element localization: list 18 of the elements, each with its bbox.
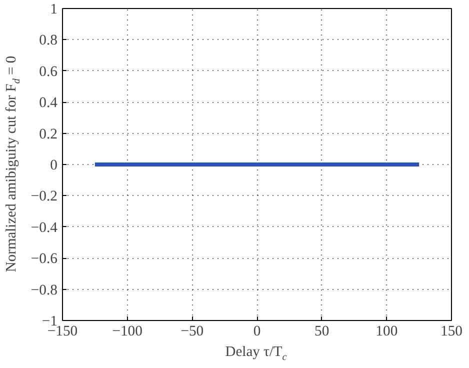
- x-tick-label: 0: [253, 324, 261, 340]
- x-tick-label: −100: [112, 324, 142, 340]
- y-tick-label: −0.8: [30, 282, 58, 298]
- y-tick-label: 0.2: [39, 126, 58, 142]
- y-tick-label: 0.4: [39, 95, 58, 112]
- y-tick-label: −0.2: [30, 188, 58, 205]
- y-tick-label: 0: [50, 158, 58, 174]
- y-tick-label: −1: [42, 314, 58, 330]
- y-tick-label: 1: [50, 2, 58, 18]
- y-tick-label: 0.6: [39, 64, 58, 80]
- x-tick-label: 150: [440, 324, 462, 340]
- y-tick-label: −0.4: [30, 220, 58, 236]
- x-tick-label: 100: [376, 324, 398, 340]
- y-tick-label: 0.8: [39, 32, 58, 49]
- x-axis-title: Delay τ/T$_{c}$: [225, 344, 287, 363]
- x-tick-label: 50: [314, 324, 330, 340]
- x-tick-label: −50: [180, 324, 204, 340]
- y-tick-label: −0.6: [30, 251, 58, 268]
